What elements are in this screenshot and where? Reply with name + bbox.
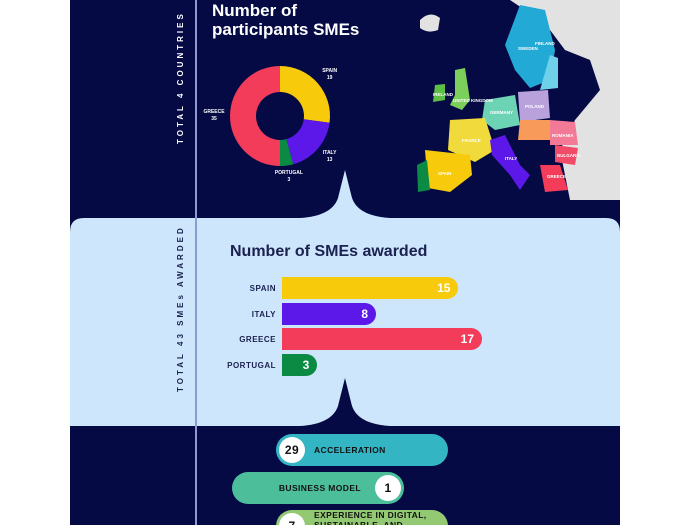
infographic-panel: TOTAL 4 COUNTRIES Number of participants… xyxy=(70,0,620,525)
europe-map: SWEDEN FINLAND IRELAND UNITED KINGDOM GE… xyxy=(417,0,620,200)
map-label: FINLAND xyxy=(535,41,555,46)
bar-italy: 8 xyxy=(282,302,377,325)
slice-value: 35 xyxy=(211,116,217,122)
donut-slice-italy xyxy=(286,119,330,165)
map-label: IRELAND xyxy=(433,92,454,97)
slice-name: ITALY xyxy=(322,149,337,156)
slice-name: GREECE xyxy=(203,109,225,115)
map-label: SWEDEN xyxy=(518,46,538,51)
experience-pill: 7 EXPERIENCE IN DIGITAL, SUSTAINABLE, AN… xyxy=(276,510,448,525)
participants-title: Number of participants SMEs xyxy=(212,1,359,39)
count-badge: 29 xyxy=(279,437,305,463)
slice-value: 19 xyxy=(326,75,333,82)
acceleration-pill: 29 ACCELERATION xyxy=(276,434,448,466)
bar-label: ITALY xyxy=(251,309,276,319)
slice-name: SPAIN xyxy=(322,68,338,75)
donut-label: PORTUGAL 3 xyxy=(269,170,309,184)
total-awarded-label: TOTAL 43 SMEs AWARDED xyxy=(176,225,185,392)
divider-line xyxy=(195,0,197,525)
map-label: SPAIN xyxy=(438,171,451,176)
awarded-title: Number of SMEs awarded xyxy=(230,243,428,260)
count-badge: 7 xyxy=(279,513,305,525)
map-label: ROMANIA xyxy=(552,133,574,138)
title-line: participants SMEs xyxy=(212,20,360,39)
map-label: GREECE xyxy=(547,174,566,179)
donut-slice-greece xyxy=(230,66,280,166)
donut-label: GREECE 35 xyxy=(194,109,234,123)
slice-value: 3 xyxy=(287,177,291,184)
map-label: GERMANY xyxy=(490,110,513,115)
bar-spain: 15 xyxy=(282,277,459,299)
map-label: UNITED KINGDOM xyxy=(453,98,493,103)
business-model-pill: BUSINESS MODEL 1 xyxy=(232,472,404,504)
map-label: FRANCE xyxy=(462,138,481,143)
map-label: ITALY xyxy=(505,156,517,161)
donut-label: ITALY 13 xyxy=(310,150,350,164)
map-label: BULGARIA xyxy=(557,153,581,158)
pill-label: EXPERIENCE IN DIGITAL, SUSTAINABLE, AND xyxy=(314,510,427,525)
title-line: Number of xyxy=(212,1,297,20)
bar-label: PORTUGAL xyxy=(227,360,276,370)
donut-slice-portugal xyxy=(280,139,294,166)
pill-label: ACCELERATION xyxy=(314,445,386,455)
participants-donut-chart xyxy=(230,66,330,166)
slice-name: PORTUGAL xyxy=(274,170,303,177)
slice-value: 13 xyxy=(326,156,333,163)
donut-slice-spain xyxy=(280,66,330,123)
total-countries-label: TOTAL 4 COUNTRIES xyxy=(176,11,185,144)
bar-greece: 17 xyxy=(282,328,482,350)
bar-label: GREECE xyxy=(239,335,276,344)
map-label: POLAND xyxy=(525,104,545,109)
pill-label: BUSINESS MODEL xyxy=(278,483,361,493)
donut-label: SPAIN 19 xyxy=(310,68,350,82)
bar-portugal: 3 xyxy=(282,353,318,376)
bar-label: SPAIN xyxy=(249,284,276,293)
count-badge: 1 xyxy=(375,475,401,501)
